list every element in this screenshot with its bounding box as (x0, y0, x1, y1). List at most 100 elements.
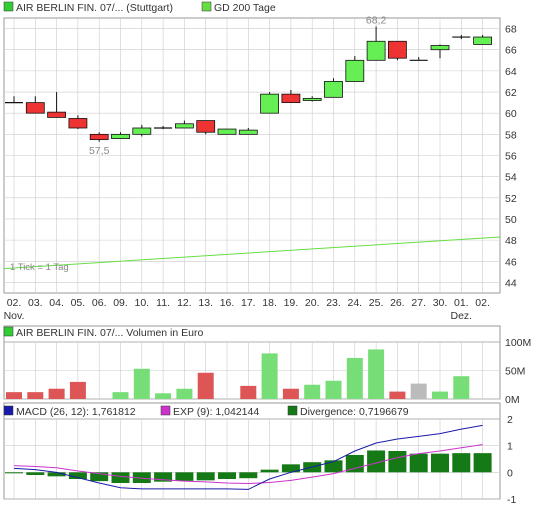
sma-200-line (3, 236, 501, 270)
candle-body (366, 40, 386, 61)
divergence-bar (68, 472, 87, 479)
candle-body (217, 128, 237, 135)
volume-bar (155, 393, 172, 399)
divergence-bar (409, 453, 428, 473)
candle (345, 56, 365, 82)
x-tick-sublabel: Dez. (451, 310, 473, 322)
macd-tick-label: 1 (507, 441, 513, 453)
x-tick-label: 09. (113, 297, 128, 309)
divergence-bar (367, 450, 386, 473)
price-tick-label: 54 (505, 172, 517, 184)
candle-body (47, 111, 66, 118)
exp-legend-label: EXP (9): 1,042144 (173, 406, 259, 418)
tick-note: 1 Tick = 1 Tag (10, 262, 69, 273)
x-tick-label: 06. (92, 297, 107, 309)
divergence-bar (47, 472, 66, 477)
x-tick-label: 27. (411, 297, 426, 309)
candle (473, 34, 493, 45)
candle (25, 96, 45, 114)
x-tick-label: 20. (305, 297, 320, 309)
volume-bar (282, 388, 299, 399)
candle-body (430, 45, 450, 51)
x-tick-label: 16. (220, 297, 235, 309)
volume-bar (261, 353, 278, 399)
divergence-bar (5, 472, 23, 474)
candle (196, 120, 216, 135)
x-tick-label: 02. (7, 297, 22, 309)
x-tick-label: 03. (28, 297, 43, 309)
volume-tick-label: 100M (505, 337, 531, 349)
divergence-bar (154, 472, 173, 482)
exp-legend-swatch (160, 405, 171, 416)
price-panel: 44 46 48 50 52 54 56 58 60 62 64 66 68 1 Tick = 1 Ta… (3, 14, 517, 322)
volume-y-axis: 100M 50M 0M (505, 337, 531, 406)
macd-legend-label: MACD (26, 12): 1,761812 (16, 406, 136, 418)
candle (111, 132, 130, 139)
candle (281, 89, 301, 104)
divergence-bar (388, 451, 407, 473)
volume-bar (410, 383, 427, 399)
volume-bar (176, 388, 193, 399)
candle-body (196, 120, 216, 133)
price-grid (4, 18, 500, 293)
candle-body (473, 36, 493, 45)
x-tick-label: 19. (284, 297, 299, 309)
x-tick-sublabel: Nov. (4, 310, 25, 322)
x-tick-label: 02. (475, 297, 490, 309)
candle-body (302, 97, 322, 101)
volume-tick-label: 0M (505, 394, 520, 406)
volume-bar (325, 380, 342, 399)
candle (174, 120, 194, 129)
candle (366, 26, 386, 61)
macd-y-axis: -1 0 1 2 (507, 414, 516, 506)
low-annotation: 57,5 (89, 145, 110, 157)
volume-bar (240, 385, 257, 399)
divergence-bar (90, 472, 109, 482)
candle (302, 96, 322, 102)
price-tick-label: 50 (505, 214, 517, 226)
volume-bar (197, 372, 214, 399)
sma-legend-label: GD 200 Tage (214, 2, 276, 14)
candle (260, 92, 280, 114)
x-tick-label: 12. (177, 297, 192, 309)
candle-body (25, 102, 45, 114)
divergence-bar (324, 460, 343, 473)
candle-body (238, 129, 258, 135)
candle (238, 128, 258, 135)
price-tick-label: 60 (505, 108, 517, 120)
exp-line (13, 444, 483, 485)
price-tick-label: 46 (505, 256, 517, 268)
x-tick-label: 05. (71, 297, 86, 309)
price-tick-label: 58 (505, 129, 517, 141)
divergence-bar (281, 464, 300, 473)
candle (154, 125, 173, 130)
candle (68, 115, 88, 130)
candle (430, 44, 450, 59)
candles (5, 26, 493, 142)
divergence-bar (239, 472, 258, 479)
sma-legend-swatch (201, 1, 212, 12)
candle-body (132, 127, 152, 135)
x-tick-label: 13. (198, 297, 213, 309)
volume-bar (389, 391, 406, 399)
candle-body (111, 133, 130, 139)
candle (89, 132, 109, 142)
price-legend: AIR BERLIN FIN. 07/... (Stuttgart) GD 20… (3, 1, 276, 14)
x-axis-labels: 02.Nov.03. 04. 05. 06. 09. 10. 11. 12. 13. 16. 17.… (4, 297, 490, 322)
candle (409, 57, 428, 61)
x-tick-label: 30. (433, 297, 448, 309)
x-tick-label: 25. (369, 297, 384, 309)
candle-body (89, 133, 109, 141)
macd-tick-label: -1 (507, 494, 516, 506)
volume-tick-label: 50M (505, 366, 525, 378)
volume-bar (453, 376, 470, 399)
volume-bar (69, 381, 86, 399)
price-tick-label: 44 (505, 277, 517, 289)
x-tick-label: 18. (262, 297, 277, 309)
candle-body (324, 81, 343, 98)
volume-bar (432, 391, 448, 399)
macd-line (13, 424, 483, 490)
price-y-axis: 44 46 48 50 52 54 56 58 60 62 64 66 68 (505, 24, 517, 290)
volume-panel: AIR BERLIN FIN. 07/... Volumen in Euro 1… (3, 325, 531, 406)
x-tick-label: 10. (134, 297, 149, 309)
